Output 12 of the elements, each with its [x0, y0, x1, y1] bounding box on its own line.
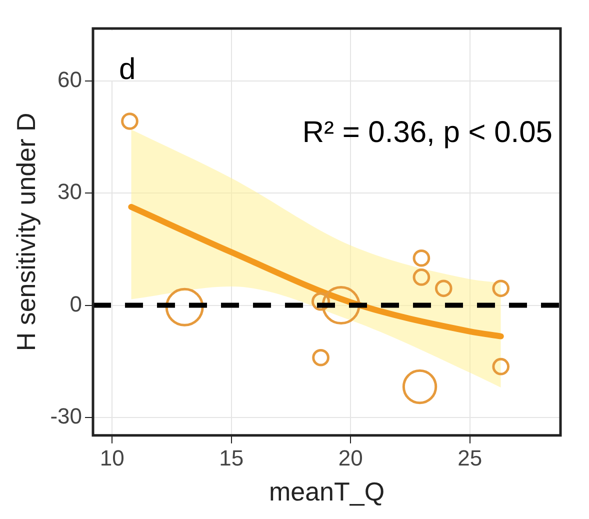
y-tick-label: 30: [58, 179, 82, 204]
y-axis-title: H sensitivity under D: [10, 112, 41, 352]
x-tick-label: 25: [458, 446, 482, 471]
x-axis-title: meanT_Q: [268, 476, 385, 507]
x-tick-label: 15: [219, 446, 244, 471]
y-tick-label: 0: [70, 291, 82, 316]
annotation: R² = 0.36, p < 0.05: [302, 116, 552, 149]
x-tick-label: 20: [338, 446, 363, 471]
y-tick-label: -30: [50, 404, 82, 429]
annotation: d: [118, 52, 136, 86]
x-tick-label: 10: [100, 446, 124, 471]
y-tick-label: 60: [58, 66, 82, 92]
